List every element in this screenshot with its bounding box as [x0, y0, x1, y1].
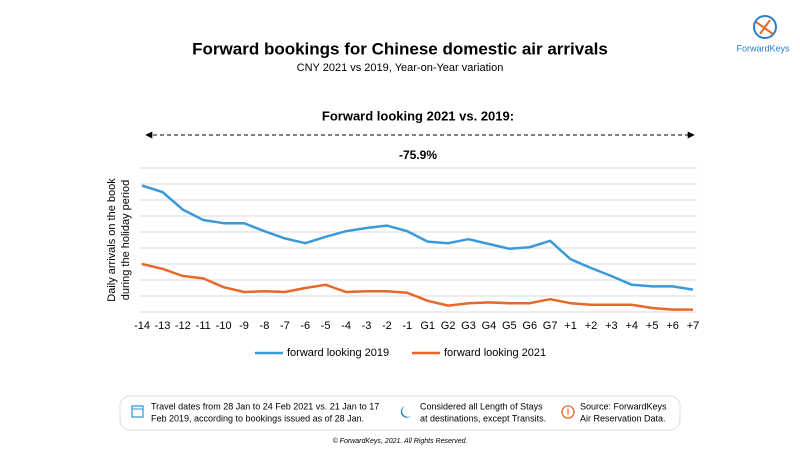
y-axis-label: Daily arrivals on the book [106, 178, 118, 302]
x-tick-label: -12 [175, 320, 191, 332]
svg-text:!: ! [567, 407, 570, 417]
legend-label: forward looking 2019 [287, 347, 389, 359]
chart-title: Forward bookings for Chinese domestic ai… [192, 39, 608, 58]
x-tick-label: G4 [482, 320, 497, 332]
note: Feb 2019, according to bookings issued a… [151, 413, 364, 423]
copyright: © ForwardKeys, 2021. All Rights Reserved… [333, 437, 468, 445]
x-tick-label: -7 [280, 320, 290, 332]
note: at destinations, except Transits. [420, 413, 546, 423]
legend-label: forward looking 2021 [444, 347, 546, 359]
alert-icon: ! [561, 405, 575, 419]
y-axis-label: during the holiday period [120, 180, 132, 300]
x-tick-label: -11 [196, 320, 211, 332]
x-tick-label: -1 [402, 320, 412, 332]
x-tick-label: -5 [321, 320, 331, 332]
calendar-icon [131, 405, 144, 418]
logo: ForwardKeys [736, 15, 790, 53]
x-tick-label: -2 [382, 320, 392, 332]
x-tick-label: +2 [585, 320, 598, 332]
x-tick-label: G2 [441, 320, 456, 332]
notes-box [119, 395, 681, 431]
x-tick-label: G6 [522, 320, 537, 332]
moon-icon [400, 406, 411, 418]
x-tick-label: -3 [362, 320, 372, 332]
note: Source: ForwardKeys [580, 401, 667, 411]
x-tick-label: +4 [626, 320, 639, 332]
note: Considered all Length of Stays [420, 401, 543, 411]
annotation-value: -75.9% [399, 148, 437, 162]
chart-subtitle: CNY 2021 vs 2019, Year-on-Year variation [297, 62, 504, 74]
x-tick-label: +1 [564, 320, 577, 332]
x-tick-label: -4 [341, 320, 351, 332]
plot-area: -14 -13 -12 -11 -10 -9 -8 -7 -6 -5 -4 -3 -2 -1 G1 G2 G3 G… [134, 167, 700, 359]
x-tick-label: -6 [300, 320, 310, 332]
logo-text: ForwardKeys [736, 43, 790, 53]
x-tick-label: +6 [666, 320, 679, 332]
x-tick-label: -13 [154, 320, 170, 332]
x-tick-label: +5 [646, 320, 659, 332]
x-tick-label: G5 [502, 320, 517, 332]
x-tick-label: -10 [216, 320, 232, 332]
data-line [141, 262, 693, 311]
annotation-title: Forward looking 2021 vs. 2019: [322, 108, 514, 123]
x-tick-label: +7 [687, 320, 700, 332]
note: Travel dates from 28 Jan to 24 Feb 2021 … [151, 401, 379, 411]
x-tick-label: +3 [605, 320, 618, 332]
x-tick-label: G7 [543, 320, 558, 332]
x-tick-label: -14 [134, 320, 150, 332]
note: Air Reservation Data. [580, 413, 666, 423]
x-tick-label: -8 [260, 320, 270, 332]
x-tick-label: G3 [461, 320, 476, 332]
x-tick-label: -9 [239, 320, 249, 332]
data-line [141, 184, 694, 291]
x-tick-label: G1 [420, 320, 435, 332]
